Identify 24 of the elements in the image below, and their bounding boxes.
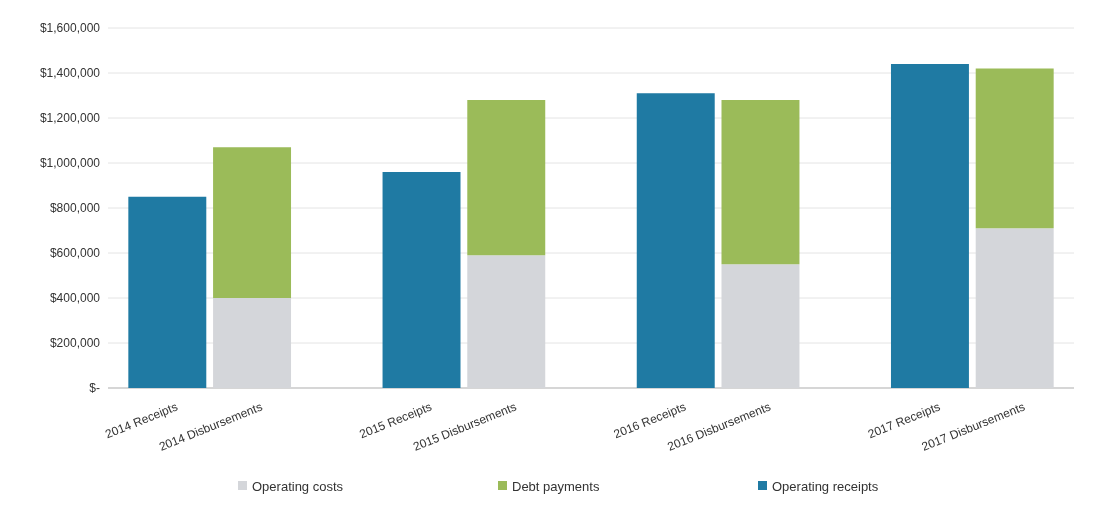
y-tick-label: $- [89, 381, 100, 396]
legend-label: Operating receipts [772, 478, 879, 494]
bar [467, 100, 546, 256]
bar [975, 228, 1054, 388]
legend-label: Operating costs [252, 478, 344, 494]
y-tick-label: $1,200,000 [39, 111, 101, 126]
y-tick-label: $800,000 [49, 201, 101, 216]
bar [467, 255, 546, 388]
bar [213, 298, 292, 388]
bar [975, 68, 1054, 229]
y-tick-label: $1,400,000 [39, 66, 101, 81]
bar [721, 264, 800, 388]
y-tick-label: $600,000 [49, 246, 101, 261]
bar [128, 196, 207, 388]
y-tick-label: $200,000 [49, 336, 101, 351]
y-tick-label: $1,600,000 [39, 21, 101, 36]
bar [890, 64, 969, 388]
legend-label: Debt payments [512, 478, 600, 494]
bar [213, 147, 292, 298]
y-tick-label: $1,000,000 [39, 156, 101, 171]
bar [721, 100, 800, 265]
y-tick-label: $400,000 [49, 291, 101, 306]
bar [382, 172, 461, 388]
bar [636, 93, 715, 388]
